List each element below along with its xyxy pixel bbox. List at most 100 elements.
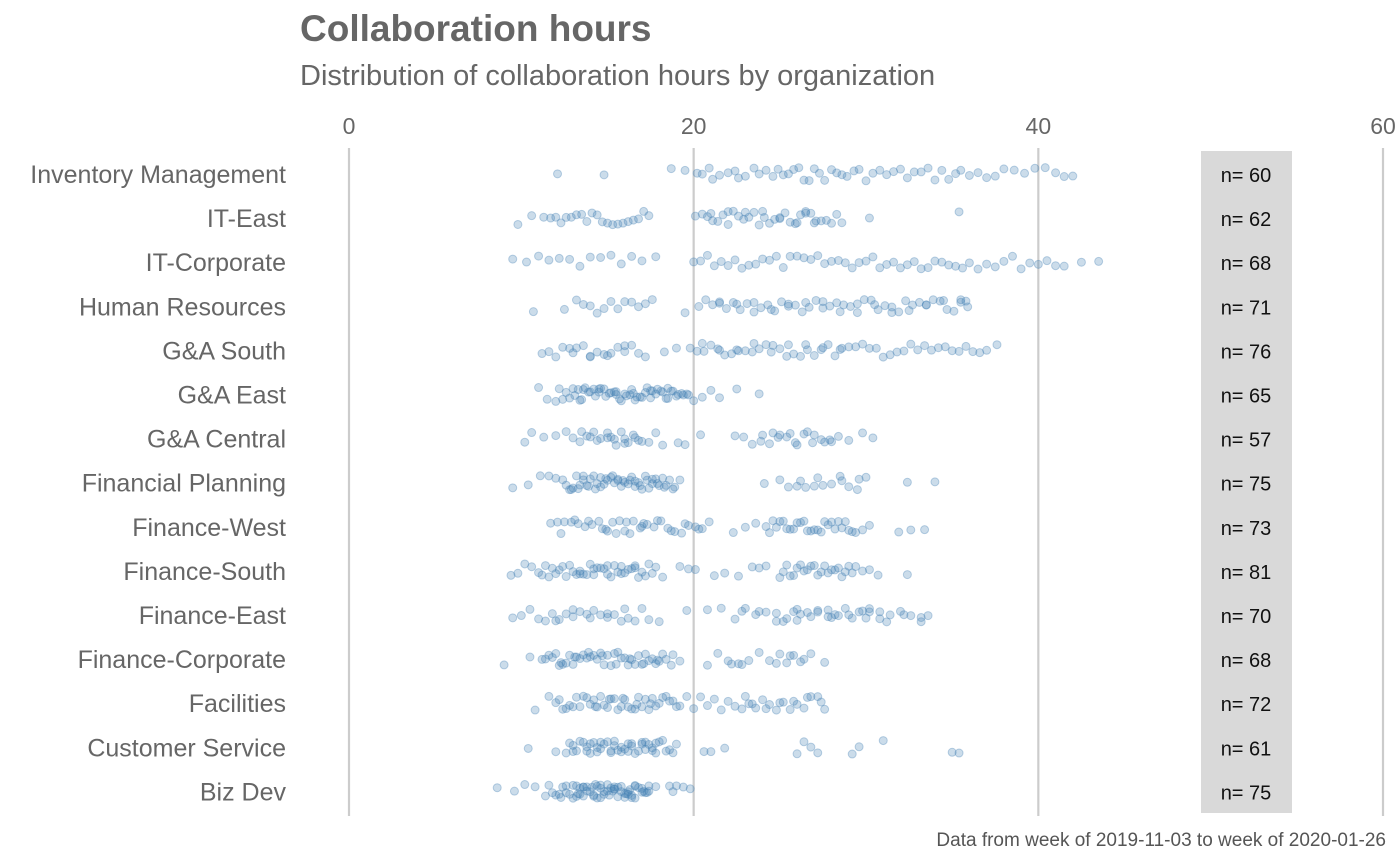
data-point xyxy=(809,561,819,571)
data-point xyxy=(747,699,757,709)
data-point xyxy=(654,737,664,747)
data-point xyxy=(534,251,544,261)
data-point xyxy=(1040,163,1050,173)
data-point xyxy=(785,705,795,715)
count-label: n= 75 xyxy=(1221,782,1272,804)
data-point xyxy=(827,517,837,527)
data-point xyxy=(775,698,785,708)
data-point xyxy=(740,346,750,356)
data-point xyxy=(578,385,588,395)
data-point xyxy=(833,563,843,573)
data-point xyxy=(723,696,733,706)
data-point xyxy=(601,391,611,401)
count-label: n= 61 xyxy=(1221,738,1272,760)
data-point xyxy=(568,659,578,669)
data-point xyxy=(544,255,554,265)
data-point xyxy=(964,170,974,180)
data-point xyxy=(589,695,599,705)
data-point xyxy=(544,691,554,701)
data-point xyxy=(906,525,916,535)
data-point xyxy=(749,298,759,308)
data-point xyxy=(628,516,638,526)
data-point xyxy=(702,212,712,222)
data-point xyxy=(847,613,857,623)
data-point xyxy=(920,341,930,351)
data-point xyxy=(683,390,693,400)
data-point xyxy=(861,176,871,186)
data-point xyxy=(801,340,811,350)
data-point xyxy=(811,216,821,226)
data-point xyxy=(852,299,862,309)
data-point xyxy=(646,393,656,403)
data-point xyxy=(565,393,575,403)
data-point xyxy=(613,745,623,755)
data-point xyxy=(527,562,537,572)
data-point xyxy=(584,516,594,526)
data-point xyxy=(861,613,871,623)
data-point xyxy=(775,214,785,224)
data-point xyxy=(671,702,681,712)
data-point xyxy=(620,438,630,448)
data-point xyxy=(926,345,936,355)
data-point xyxy=(749,163,759,173)
data-point xyxy=(571,343,581,353)
data-point xyxy=(654,698,664,708)
data-point xyxy=(642,519,652,529)
data-point xyxy=(623,613,633,623)
data-point xyxy=(742,299,752,309)
data-point xyxy=(508,483,518,493)
data-point xyxy=(596,648,606,658)
data-point xyxy=(634,783,644,793)
data-point xyxy=(568,567,578,577)
data-point xyxy=(652,655,662,665)
x-tick-label-20: 20 xyxy=(681,113,707,139)
data-point xyxy=(666,526,676,536)
data-point xyxy=(764,528,774,538)
data-point xyxy=(613,705,623,715)
data-point xyxy=(559,304,569,314)
data-point xyxy=(565,738,575,748)
data-point xyxy=(840,567,850,577)
data-point xyxy=(764,218,774,228)
data-point xyxy=(613,475,623,485)
data-point xyxy=(832,298,842,308)
data-point xyxy=(827,565,837,575)
data-point xyxy=(615,516,625,526)
data-point xyxy=(799,253,809,263)
data-point xyxy=(875,614,885,624)
data-point xyxy=(837,476,847,486)
data-point xyxy=(571,781,581,791)
data-point xyxy=(749,307,759,317)
data-point xyxy=(759,479,769,489)
data-point xyxy=(647,474,657,484)
data-point xyxy=(616,653,626,663)
data-point xyxy=(630,793,640,803)
data-point xyxy=(864,565,874,575)
data-point xyxy=(677,389,687,399)
data-point xyxy=(585,559,595,569)
data-point xyxy=(616,747,626,757)
data-point xyxy=(799,654,809,664)
data-point xyxy=(823,612,833,622)
data-point xyxy=(647,746,657,756)
data-point xyxy=(578,737,588,747)
data-point xyxy=(895,164,905,174)
data-point xyxy=(702,605,712,615)
data-point xyxy=(570,515,580,525)
data-point xyxy=(730,255,740,265)
data-point xyxy=(709,261,719,271)
data-point xyxy=(680,440,690,450)
data-point xyxy=(566,484,576,494)
data-point xyxy=(894,527,904,537)
data-point xyxy=(733,211,743,221)
data-point xyxy=(544,572,554,582)
data-point xyxy=(589,564,599,574)
data-point xyxy=(651,659,661,669)
data-point xyxy=(553,517,563,527)
data-point xyxy=(592,308,602,318)
data-point xyxy=(668,650,678,660)
data-point xyxy=(506,570,516,580)
data-point xyxy=(696,692,706,702)
data-point xyxy=(778,567,788,577)
data-point xyxy=(780,208,790,218)
